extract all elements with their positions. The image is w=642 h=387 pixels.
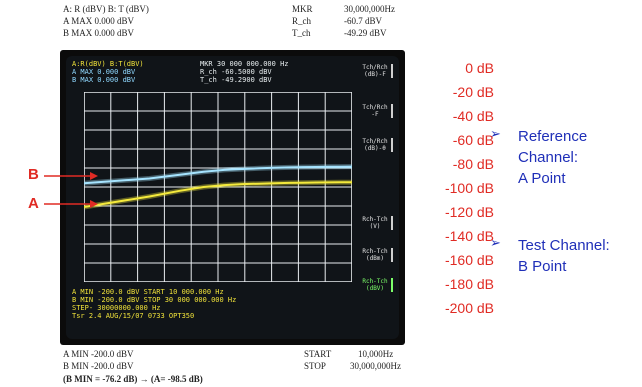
scale-label-160: -160 dB bbox=[444, 252, 494, 268]
scale-label-80: -80 dB bbox=[452, 156, 494, 172]
scale-label-40: -40 dB bbox=[452, 108, 494, 124]
bullet-arrow-icon: ➢ bbox=[490, 236, 501, 251]
softkey-tch-rch-db-f[interactable]: Tch/Rch (dB)-F bbox=[361, 64, 393, 78]
bullet-arrow-icon: ➢ bbox=[490, 127, 501, 142]
softkey-rch-tch-dbm[interactable]: Rch-Tch (dBm) bbox=[361, 248, 393, 262]
trace-a-line bbox=[84, 181, 352, 208]
trace-callout-arrows bbox=[44, 172, 98, 208]
screen-b-min-stop: B MIN -200.0 dBV STOP 30 000 000.000 Hz bbox=[72, 296, 237, 304]
a-min-label: A MIN -200.0 dBV bbox=[63, 349, 134, 359]
marker-label: MKR bbox=[292, 4, 313, 14]
screen-trace-format: A:R(dBV) B:T(dBV) bbox=[72, 60, 144, 68]
scale-label-180: -180 dB bbox=[444, 276, 494, 292]
scale-label-20: -20 dB bbox=[452, 84, 494, 100]
trace-a-arrowhead bbox=[90, 200, 98, 208]
scale-label-60: -60 dB bbox=[452, 132, 494, 148]
scale-label-200: -200 dB bbox=[444, 300, 494, 316]
marker-value: 30,000,000Hz bbox=[344, 4, 395, 14]
a-max-label: A MAX 0.000 dBV bbox=[63, 16, 135, 26]
reference-note-line: Channel: bbox=[518, 149, 579, 166]
softkey-tch-rch-f[interactable]: Tch/Rch -F bbox=[361, 104, 393, 118]
test-channel-note: Test Channel: B Point bbox=[518, 235, 610, 277]
reference-channel-note: Reference Channel: A Point bbox=[518, 126, 587, 189]
trace-format-label: A: R (dBV) B: T (dBV) bbox=[63, 4, 149, 14]
scale-label-100: -100 dB bbox=[444, 180, 494, 196]
screen-marker: MKR 30 000 000.000 Hz bbox=[200, 60, 289, 68]
screen-a-min-start: A MIN -200.0 dBV START 10 000.000 Hz bbox=[72, 288, 224, 296]
crt-screen: A:R(dBV) B:T(dBV) A MAX 0.000 dBV B MAX … bbox=[66, 56, 399, 339]
screen-b-max: B MAX 0.000 dBV bbox=[72, 76, 136, 84]
start-label: START bbox=[304, 349, 332, 359]
result-line: (B MIN = -76.2 dB) → (A= -98.5 dB) bbox=[63, 374, 203, 384]
trace-group bbox=[84, 164, 352, 210]
softkey-rch-tch-dbv[interactable]: Rch-Tch (dBV) bbox=[361, 278, 393, 292]
trace-a-label: A bbox=[28, 195, 39, 212]
trace-b-arrowhead bbox=[90, 172, 98, 180]
t-ch-value: -49.29 dBV bbox=[344, 28, 387, 38]
b-min-label: B MIN -200.0 dBV bbox=[63, 361, 134, 371]
screen-r-ch: R_ch -60.5000 dBV bbox=[200, 68, 272, 76]
r-ch-label: R_ch bbox=[292, 16, 311, 26]
scale-label-120: -120 dB bbox=[444, 204, 494, 220]
screen-step: STEP- 30000000.000 Hz bbox=[72, 304, 161, 312]
stop-value: 30,000,000Hz bbox=[350, 361, 401, 371]
scale-label-0: 0 dB bbox=[465, 60, 494, 76]
screen-a-max: A MAX 0.000 dBV bbox=[72, 68, 136, 76]
trace-b-label: B bbox=[28, 166, 39, 183]
test-note-line: B Point bbox=[518, 258, 567, 275]
screen-status-line: Tsr 2.4 AUG/15/07 0733 OPT350 bbox=[72, 312, 195, 320]
oscilloscope-photo: A:R(dBV) B:T(dBV) A MAX 0.000 dBV B MAX … bbox=[60, 50, 405, 345]
trace-b-line bbox=[84, 165, 352, 185]
b-max-label: B MAX 0.000 dBV bbox=[63, 28, 135, 38]
reference-note-line: A Point bbox=[518, 170, 566, 187]
t-ch-label: T_ch bbox=[292, 28, 311, 38]
spectrum-plot bbox=[84, 92, 352, 282]
screen-t-ch: T_ch -49.2900 dBV bbox=[200, 76, 272, 84]
r-ch-value: -60.7 dBV bbox=[344, 16, 382, 26]
reference-note-line: Reference bbox=[518, 128, 588, 145]
stop-label: STOP bbox=[304, 361, 326, 371]
softkey-rch-tch-v[interactable]: Rch-Tch (V) bbox=[361, 216, 393, 230]
scale-label-140: -140 dB bbox=[444, 228, 494, 244]
softkey-tch-rch-db-theta[interactable]: Tch/Rch (dB)-θ bbox=[361, 138, 393, 152]
start-value: 10,000Hz bbox=[358, 349, 394, 359]
test-note-line: Test Channel: bbox=[518, 237, 610, 254]
